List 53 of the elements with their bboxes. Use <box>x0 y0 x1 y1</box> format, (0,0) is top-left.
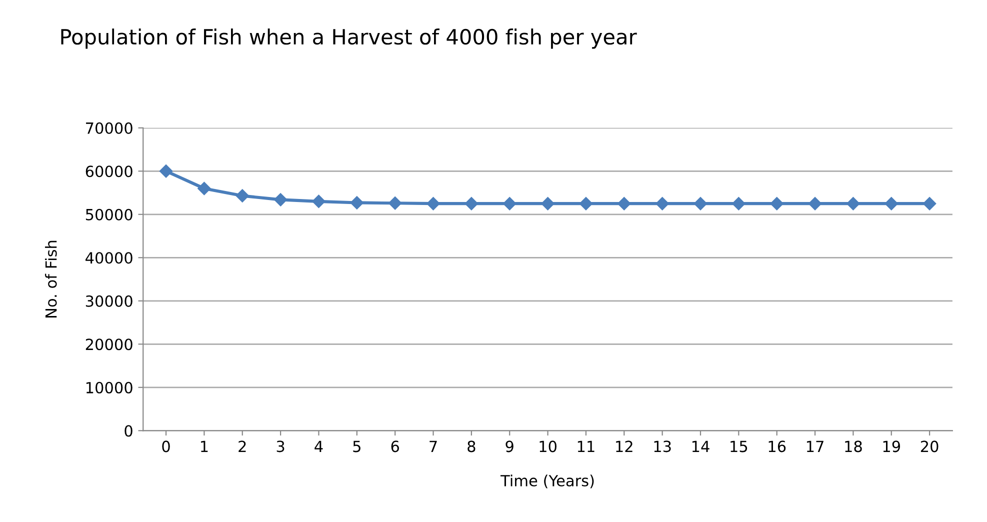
x-axis-title: Time (Years) <box>500 474 594 488</box>
point <box>388 196 402 210</box>
point <box>350 196 364 210</box>
x-tick-label: 19 <box>883 440 900 452</box>
y-tick-label: 30000 <box>86 295 132 307</box>
x-tick-label: 1 <box>201 440 208 452</box>
x-tick-label: 4 <box>314 440 323 452</box>
chart-title: Population of Fish when a Harvest of 4000 fish per year <box>61 28 637 49</box>
y-tick-label: 10000 <box>86 382 132 394</box>
x-tick-label: 7 <box>430 440 437 452</box>
point <box>274 193 288 206</box>
y-tick-label: 20000 <box>86 338 132 350</box>
x-tick-label: 5 <box>353 440 360 452</box>
x-tick-label: 18 <box>845 440 862 452</box>
point <box>426 196 440 210</box>
x-tick-label: 3 <box>276 440 284 452</box>
point <box>694 196 708 210</box>
y-axis-title: No. of Fish <box>45 240 57 318</box>
point <box>159 164 173 178</box>
point <box>579 196 593 210</box>
point <box>770 196 784 210</box>
point <box>236 189 249 202</box>
y-tick-label: 70000 <box>86 122 132 134</box>
y-tick-label: 40000 <box>86 252 132 264</box>
x-tick-label: 8 <box>468 440 476 452</box>
x-tick-label: 6 <box>391 440 399 452</box>
point <box>618 196 631 210</box>
x-tick-label: 13 <box>654 440 671 452</box>
point <box>541 196 554 210</box>
y-tick-label: 60000 <box>86 166 132 178</box>
point <box>503 196 516 210</box>
point <box>656 196 669 210</box>
x-tick-label: 20 <box>920 440 938 452</box>
x-tick-label: 11 <box>578 440 594 452</box>
x-tick-label: 14 <box>692 440 710 452</box>
point <box>922 196 936 210</box>
point <box>884 196 898 210</box>
point <box>808 196 822 210</box>
x-tick-label: 16 <box>768 440 786 452</box>
x-tick-label: 10 <box>540 440 556 452</box>
x-tick-label: 0 <box>162 440 170 452</box>
x-tick-label: 12 <box>616 440 632 452</box>
y-tick-label: 50000 <box>86 208 132 220</box>
x-tick-label: 2 <box>238 440 246 452</box>
point <box>732 196 746 210</box>
x-tick-label: 17 <box>806 440 824 452</box>
y-tick-label: 0 <box>124 425 132 437</box>
point <box>846 196 860 210</box>
point <box>464 196 478 210</box>
point <box>198 182 211 196</box>
point <box>312 194 326 208</box>
x-tick-label: 15 <box>730 440 748 452</box>
x-tick-label: 9 <box>506 440 514 452</box>
